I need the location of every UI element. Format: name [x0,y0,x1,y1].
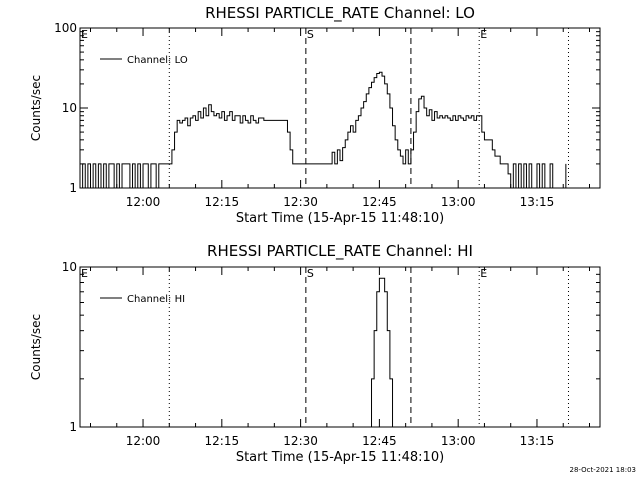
x-axis-label: Start Time (15-Apr-15 11:48:10) [236,211,444,226]
x-tick-label: 12:15 [205,434,240,448]
series-line [80,71,567,189]
x-tick-label: 12:15 [205,195,240,209]
x-tick-label: 13:00 [441,195,476,209]
marker-label: S [307,267,314,280]
chart-title: RHESSI PARTICLE_RATE Channel: LO [205,4,475,23]
plot-frame [79,266,601,428]
x-tick-label: 13:15 [520,195,555,209]
marker-label: E [81,28,88,41]
x-axis-label: Start Time (15-Apr-15 11:48:10) [236,450,444,465]
legend-label: Channel: LO [127,55,188,66]
marker-label: E [480,267,487,280]
footer-timestamp: 28-Oct-2021 18:03 [569,466,636,474]
series-line [368,277,394,428]
y-axis-label: Counts/sec [29,314,43,380]
y-tick-label: 1 [69,420,77,434]
y-tick-label: 10 [62,260,77,274]
x-tick-label: 13:15 [520,434,555,448]
marker-label: E [81,267,88,280]
x-tick-label: 12:00 [126,195,161,209]
y-tick-label: 10 [62,101,77,115]
y-tick-label: 1 [69,181,77,195]
x-tick-label: 12:30 [283,434,318,448]
marker-label: S [307,28,314,41]
x-tick-label: 12:45 [362,195,397,209]
x-tick-label: 12:45 [362,434,397,448]
x-tick-label: 13:00 [441,434,476,448]
plot-frame [79,27,601,189]
y-tick-label: 100 [54,21,77,35]
y-axis-label: Counts/sec [29,75,43,141]
chart-title: RHESSI PARTICLE_RATE Channel: HI [207,242,473,261]
marker-label: E [480,28,487,41]
legend-label: Channel: HI [127,294,185,305]
x-tick-label: 12:30 [283,195,318,209]
x-tick-label: 12:00 [126,434,161,448]
